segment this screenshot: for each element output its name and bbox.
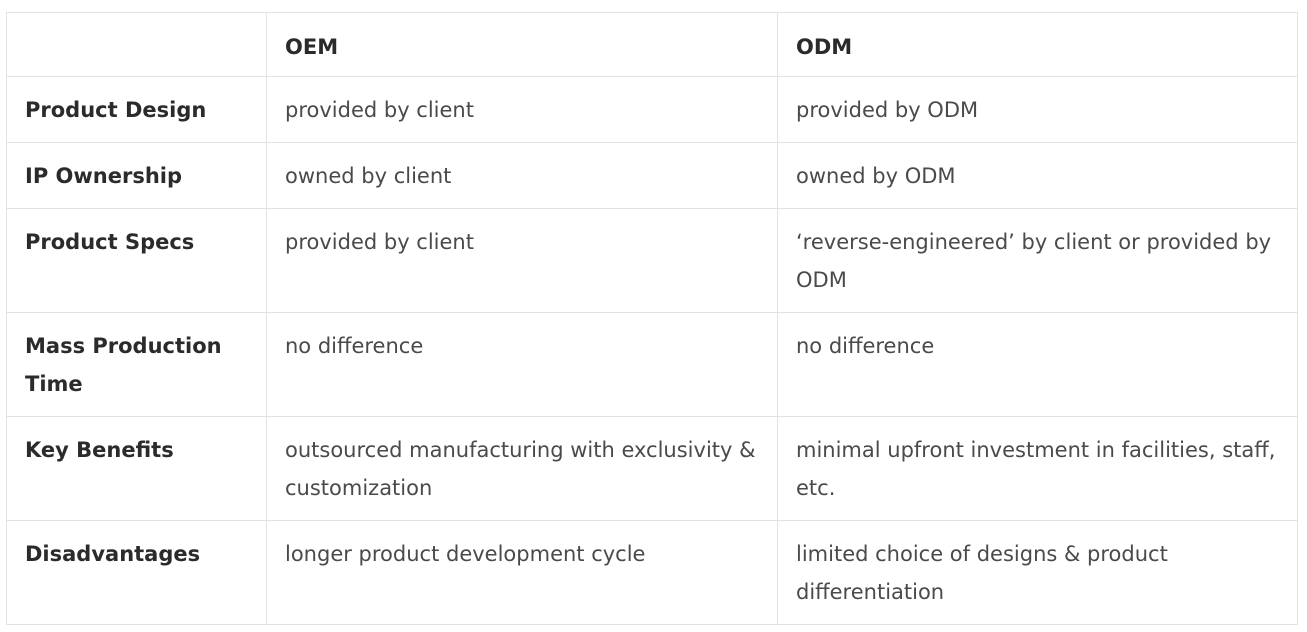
- row-label: Disadvantages: [6, 520, 267, 625]
- odm-cell: provided by ODM: [777, 76, 1298, 143]
- table-row: Product Specs provided by client ‘revers…: [6, 208, 1298, 313]
- row-label: Product Specs: [6, 208, 267, 313]
- oem-odm-comparison-table: OEM ODM Product Design provided by clien…: [6, 12, 1298, 625]
- table-row: Product Design provided by client provid…: [6, 76, 1298, 143]
- header-odm: ODM: [777, 12, 1298, 77]
- row-label: Mass Production Time: [6, 312, 267, 417]
- oem-cell: provided by client: [266, 76, 778, 143]
- header-empty-cell: [6, 12, 267, 77]
- table-row: Key Benefits outsourced manufacturing wi…: [6, 416, 1298, 521]
- odm-cell: ‘reverse-engineered’ by client or provid…: [777, 208, 1298, 313]
- odm-cell: minimal upfront investment in facilities…: [777, 416, 1298, 521]
- row-label: Key Benefits: [6, 416, 267, 521]
- row-label: IP Ownership: [6, 142, 267, 209]
- table-row: Disadvantages longer product development…: [6, 520, 1298, 625]
- table-row: Mass Production Time no difference no di…: [6, 312, 1298, 417]
- table-header-row: OEM ODM: [6, 12, 1298, 77]
- oem-cell: no difference: [266, 312, 778, 417]
- row-label: Product Design: [6, 76, 267, 143]
- table-row: IP Ownership owned by client owned by OD…: [6, 142, 1298, 209]
- oem-cell: provided by client: [266, 208, 778, 313]
- header-oem: OEM: [266, 12, 778, 77]
- oem-cell: owned by client: [266, 142, 778, 209]
- odm-cell: owned by ODM: [777, 142, 1298, 209]
- oem-cell: outsourced manufacturing with exclusivit…: [266, 416, 778, 521]
- odm-cell: no difference: [777, 312, 1298, 417]
- oem-cell: longer product development cycle: [266, 520, 778, 625]
- comparison-table-container: OEM ODM Product Design provided by clien…: [6, 12, 1298, 625]
- odm-cell: limited choice of designs & product diff…: [777, 520, 1298, 625]
